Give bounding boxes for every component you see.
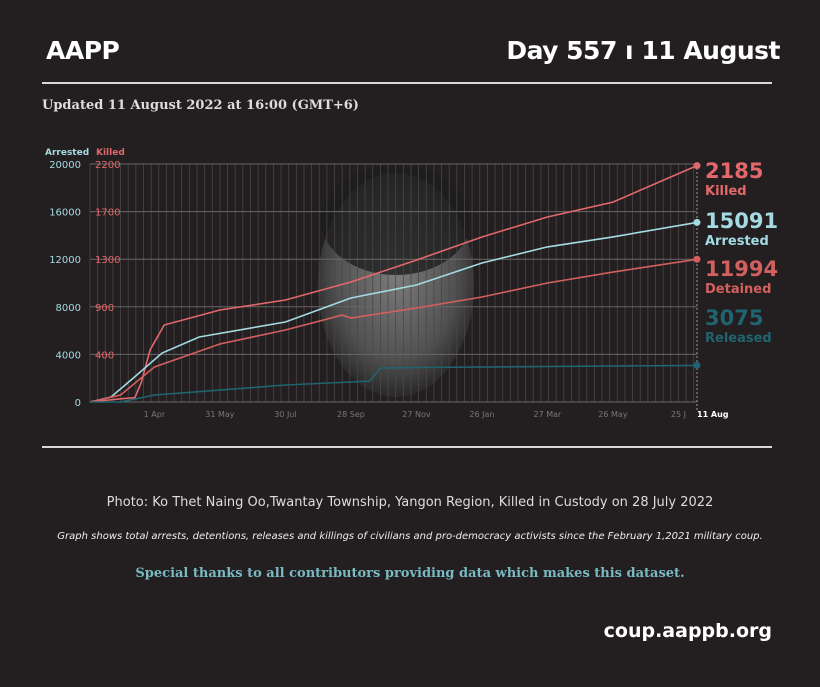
- series-endpoint-detained: [693, 255, 701, 263]
- divider: [42, 446, 772, 448]
- day-counter: Day 557 ı 11 August: [506, 36, 780, 65]
- series-value-arrested: 15091: [705, 209, 778, 233]
- series-name-killed: Killed: [705, 184, 747, 199]
- series-endpoint-released: [693, 361, 701, 369]
- series-name-released: Released: [705, 331, 772, 346]
- series-line-detained: [89, 258, 698, 403]
- series-name-arrested: Arrested: [705, 234, 769, 249]
- x-tick-label: 1 Apr: [144, 410, 166, 419]
- y-left-tick-label: 12000: [49, 255, 81, 266]
- x-tick-label: 26 May: [598, 410, 628, 419]
- y-left-tick-label: 20000: [49, 160, 81, 171]
- y-right-tick-label: 1700: [95, 208, 120, 219]
- brand-title: AAPP: [46, 36, 120, 65]
- series-endpoint-killed: [693, 162, 701, 170]
- divider: [42, 82, 772, 84]
- y-left-axis-title: Arrested: [45, 148, 89, 158]
- y-left-tick-label: 0: [75, 398, 81, 409]
- thanks-note: Special thanks to all contributors provi…: [135, 566, 685, 581]
- series-value-released: 3075: [705, 306, 763, 330]
- updated-timestamp: Updated 11 August 2022 at 16:00 (GMT+6): [42, 98, 359, 113]
- y-left-tick-label: 16000: [49, 208, 81, 219]
- series-name-detained: Detained: [705, 282, 771, 297]
- x-tick-label: 25 J: [671, 410, 686, 419]
- y-right-tick-label: 1300: [95, 255, 120, 266]
- x-tick-label: 11 Aug: [697, 410, 729, 419]
- x-tick-label: 30 Jul: [274, 410, 296, 419]
- series-line-arrested: [89, 221, 698, 403]
- y-right-tick-label: 2200: [95, 160, 120, 171]
- x-tick-label: 27 Nov: [402, 410, 431, 419]
- y-right-tick-label: 900: [95, 303, 114, 314]
- series-line-killed: [89, 164, 698, 403]
- series-endpoint-arrested: [693, 218, 701, 226]
- series-value-detained: 11994: [705, 257, 778, 281]
- photo-caption: Photo: Ko Thet Naing Oo,Twantay Township…: [106, 495, 714, 510]
- y-left-tick-label: 4000: [56, 350, 81, 361]
- y-left-tick-label: 8000: [56, 303, 81, 314]
- x-tick-label: 31 May: [205, 410, 235, 419]
- graph-note: Graph shows total arrests, detentions, r…: [57, 531, 763, 542]
- x-tick-label: 26 Jan: [469, 410, 494, 419]
- series-line-released: [90, 364, 698, 403]
- series-value-killed: 2185: [705, 159, 763, 183]
- y-right-tick-label: 400: [95, 350, 114, 361]
- x-tick-label: 28 Sep: [337, 410, 365, 419]
- y-right-axis-title: Killed: [96, 148, 125, 158]
- x-tick-label: 27 Mar: [534, 410, 563, 419]
- website-link[interactable]: coup.aappb.org: [603, 620, 772, 642]
